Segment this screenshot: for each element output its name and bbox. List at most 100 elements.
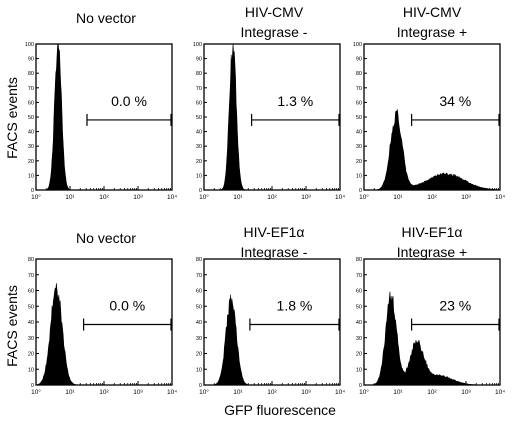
histogram-area — [35, 283, 172, 386]
x-tick-label: 10⁴ — [495, 389, 505, 396]
histogram-panel-2: 0 10 20 30 40 50 60 70 80 90 100 10° 10¹ 10² 10³ 10⁴ 1.3… — [193, 42, 345, 201]
x-tick-label: 10² — [427, 194, 437, 201]
x-tick-label: 10° — [199, 193, 209, 201]
y-tick-label: 0 — [31, 188, 34, 194]
panel-6-title: HIV-EF1α Integrase + — [366, 222, 498, 262]
y-tick-label: 70 — [196, 86, 202, 92]
y-tick-label: 90 — [196, 57, 202, 63]
y-tick-label: 30 — [196, 144, 202, 150]
y-tick-label: 80 — [196, 71, 202, 77]
y-tick-label: 80 — [28, 257, 34, 263]
x-tick-label: 10° — [31, 193, 41, 201]
y-tick-label: 70 — [28, 86, 34, 92]
x-axis-label: GFP fluorescence — [224, 402, 336, 418]
y-tick-label: 10 — [28, 173, 34, 179]
y-tick-label: 20 — [28, 159, 34, 165]
y-tick-label: 50 — [356, 115, 362, 121]
gate-percent-label: 1.3 % — [277, 93, 313, 109]
y-axis-label-bottom: FACS events — [4, 285, 20, 367]
y-tick-label: 30 — [356, 336, 362, 342]
x-tick-label: 10⁴ — [335, 389, 345, 396]
panel-3-title-line1: HIV-CMV — [402, 4, 462, 20]
y-tick-label: 40 — [28, 130, 34, 136]
panel-5-title-line2: Integrase - — [240, 244, 308, 260]
plot-frame — [203, 43, 341, 191]
y-tick-label: 20 — [356, 352, 362, 358]
y-tick-label: 70 — [356, 273, 362, 279]
y-tick-label: 10 — [196, 367, 202, 373]
x-tick-label: 10¹ — [233, 194, 243, 201]
x-tick-label: 10³ — [133, 194, 143, 201]
y-tick-label: 90 — [28, 57, 34, 63]
gate-percent-label: 1.8 % — [277, 298, 313, 314]
y-tick-label: 30 — [28, 144, 34, 150]
y-tick-label: 50 — [28, 115, 34, 121]
x-tick-label: 10° — [31, 388, 41, 396]
panel-4-title-line1: No vector — [76, 230, 136, 246]
y-tick-label: 50 — [196, 304, 202, 310]
y-tick-label: 0 — [199, 383, 202, 389]
x-tick-label: 10¹ — [65, 194, 75, 201]
gate-percent-label: 0.0 % — [111, 93, 147, 109]
histogram-area — [36, 43, 172, 191]
panel-5-title: HIV-EF1α Integrase - — [208, 222, 340, 262]
x-tick-label: 10² — [267, 389, 277, 396]
x-tick-label: 10² — [99, 194, 109, 201]
histogram-area — [204, 294, 340, 386]
y-tick-label: 60 — [196, 100, 202, 106]
x-tick-label: 10⁴ — [335, 194, 345, 201]
panel-4-title: No vector — [40, 228, 172, 248]
y-tick-label: 60 — [356, 100, 362, 106]
y-tick-label: 30 — [28, 336, 34, 342]
panel-1-title-line1: No vector — [76, 10, 136, 26]
y-tick-label: 40 — [356, 130, 362, 136]
x-tick-label: 10² — [267, 194, 277, 201]
y-tick-label: 60 — [28, 100, 34, 106]
y-tick-label: 10 — [356, 173, 362, 179]
y-tick-label: 20 — [356, 159, 362, 165]
panel-1-title: No vector — [40, 8, 172, 28]
x-tick-label: 10² — [427, 389, 437, 396]
x-tick-label: 10¹ — [65, 389, 75, 396]
y-tick-label: 10 — [196, 173, 202, 179]
x-tick-label: 10° — [359, 388, 369, 396]
histogram-panel-3: 0 10 20 30 40 50 60 70 80 90 100 10° 10¹ 10² 10³ 10⁴ 34 … — [353, 42, 505, 201]
x-tick-label: 10⁴ — [167, 194, 177, 201]
y-tick-label: 80 — [28, 71, 34, 77]
y-tick-label: 60 — [356, 289, 362, 295]
panel-2-title-line2: Integrase - — [240, 24, 308, 40]
histogram-panel-1: 0 10 20 30 40 50 60 70 80 90 100 10° 10¹ 10² 10³ 10⁴ 0.0… — [25, 42, 177, 201]
x-tick-label: 10³ — [301, 194, 311, 201]
y-tick-label: 80 — [356, 71, 362, 77]
y-tick-label: 20 — [196, 352, 202, 358]
y-tick-label: 40 — [28, 320, 34, 326]
histogram-area — [364, 108, 501, 191]
y-tick-label: 40 — [196, 320, 202, 326]
y-tick-label: 0 — [199, 188, 202, 194]
y-tick-label: 40 — [196, 130, 202, 136]
y-tick-label: 50 — [356, 304, 362, 310]
y-tick-label: 20 — [196, 159, 202, 165]
y-tick-label: 40 — [356, 320, 362, 326]
x-tick-label: 10° — [359, 193, 369, 201]
panel-6-title-line1: HIV-EF1α — [401, 224, 463, 240]
panel-5-title-line1: HIV-EF1α — [243, 224, 305, 240]
x-tick-label: 10¹ — [233, 389, 243, 396]
y-tick-label: 0 — [359, 188, 362, 194]
x-tick-label: 10² — [99, 389, 109, 396]
x-tick-label: 10° — [199, 388, 209, 396]
plot-frame — [363, 43, 501, 191]
y-tick-label: 60 — [196, 289, 202, 295]
y-tick-label: 30 — [356, 144, 362, 150]
panel-3-title-line2: Integrase + — [396, 24, 468, 40]
panel-2-title-line1: HIV-CMV — [244, 4, 304, 20]
y-tick-label: 70 — [28, 273, 34, 279]
y-tick-label: 10 — [356, 367, 362, 373]
y-tick-label: 80 — [356, 257, 362, 263]
x-tick-label: 10³ — [133, 389, 143, 396]
y-tick-label: 0 — [359, 383, 362, 389]
y-tick-label: 60 — [28, 289, 34, 295]
x-tick-label: 10¹ — [393, 194, 403, 201]
histogram-panel-4: 0 10 20 30 40 50 60 70 80 10° 10¹ 10² 10³ 10⁴ 0.0 % — [28, 257, 177, 396]
x-tick-label: 10³ — [461, 389, 471, 396]
